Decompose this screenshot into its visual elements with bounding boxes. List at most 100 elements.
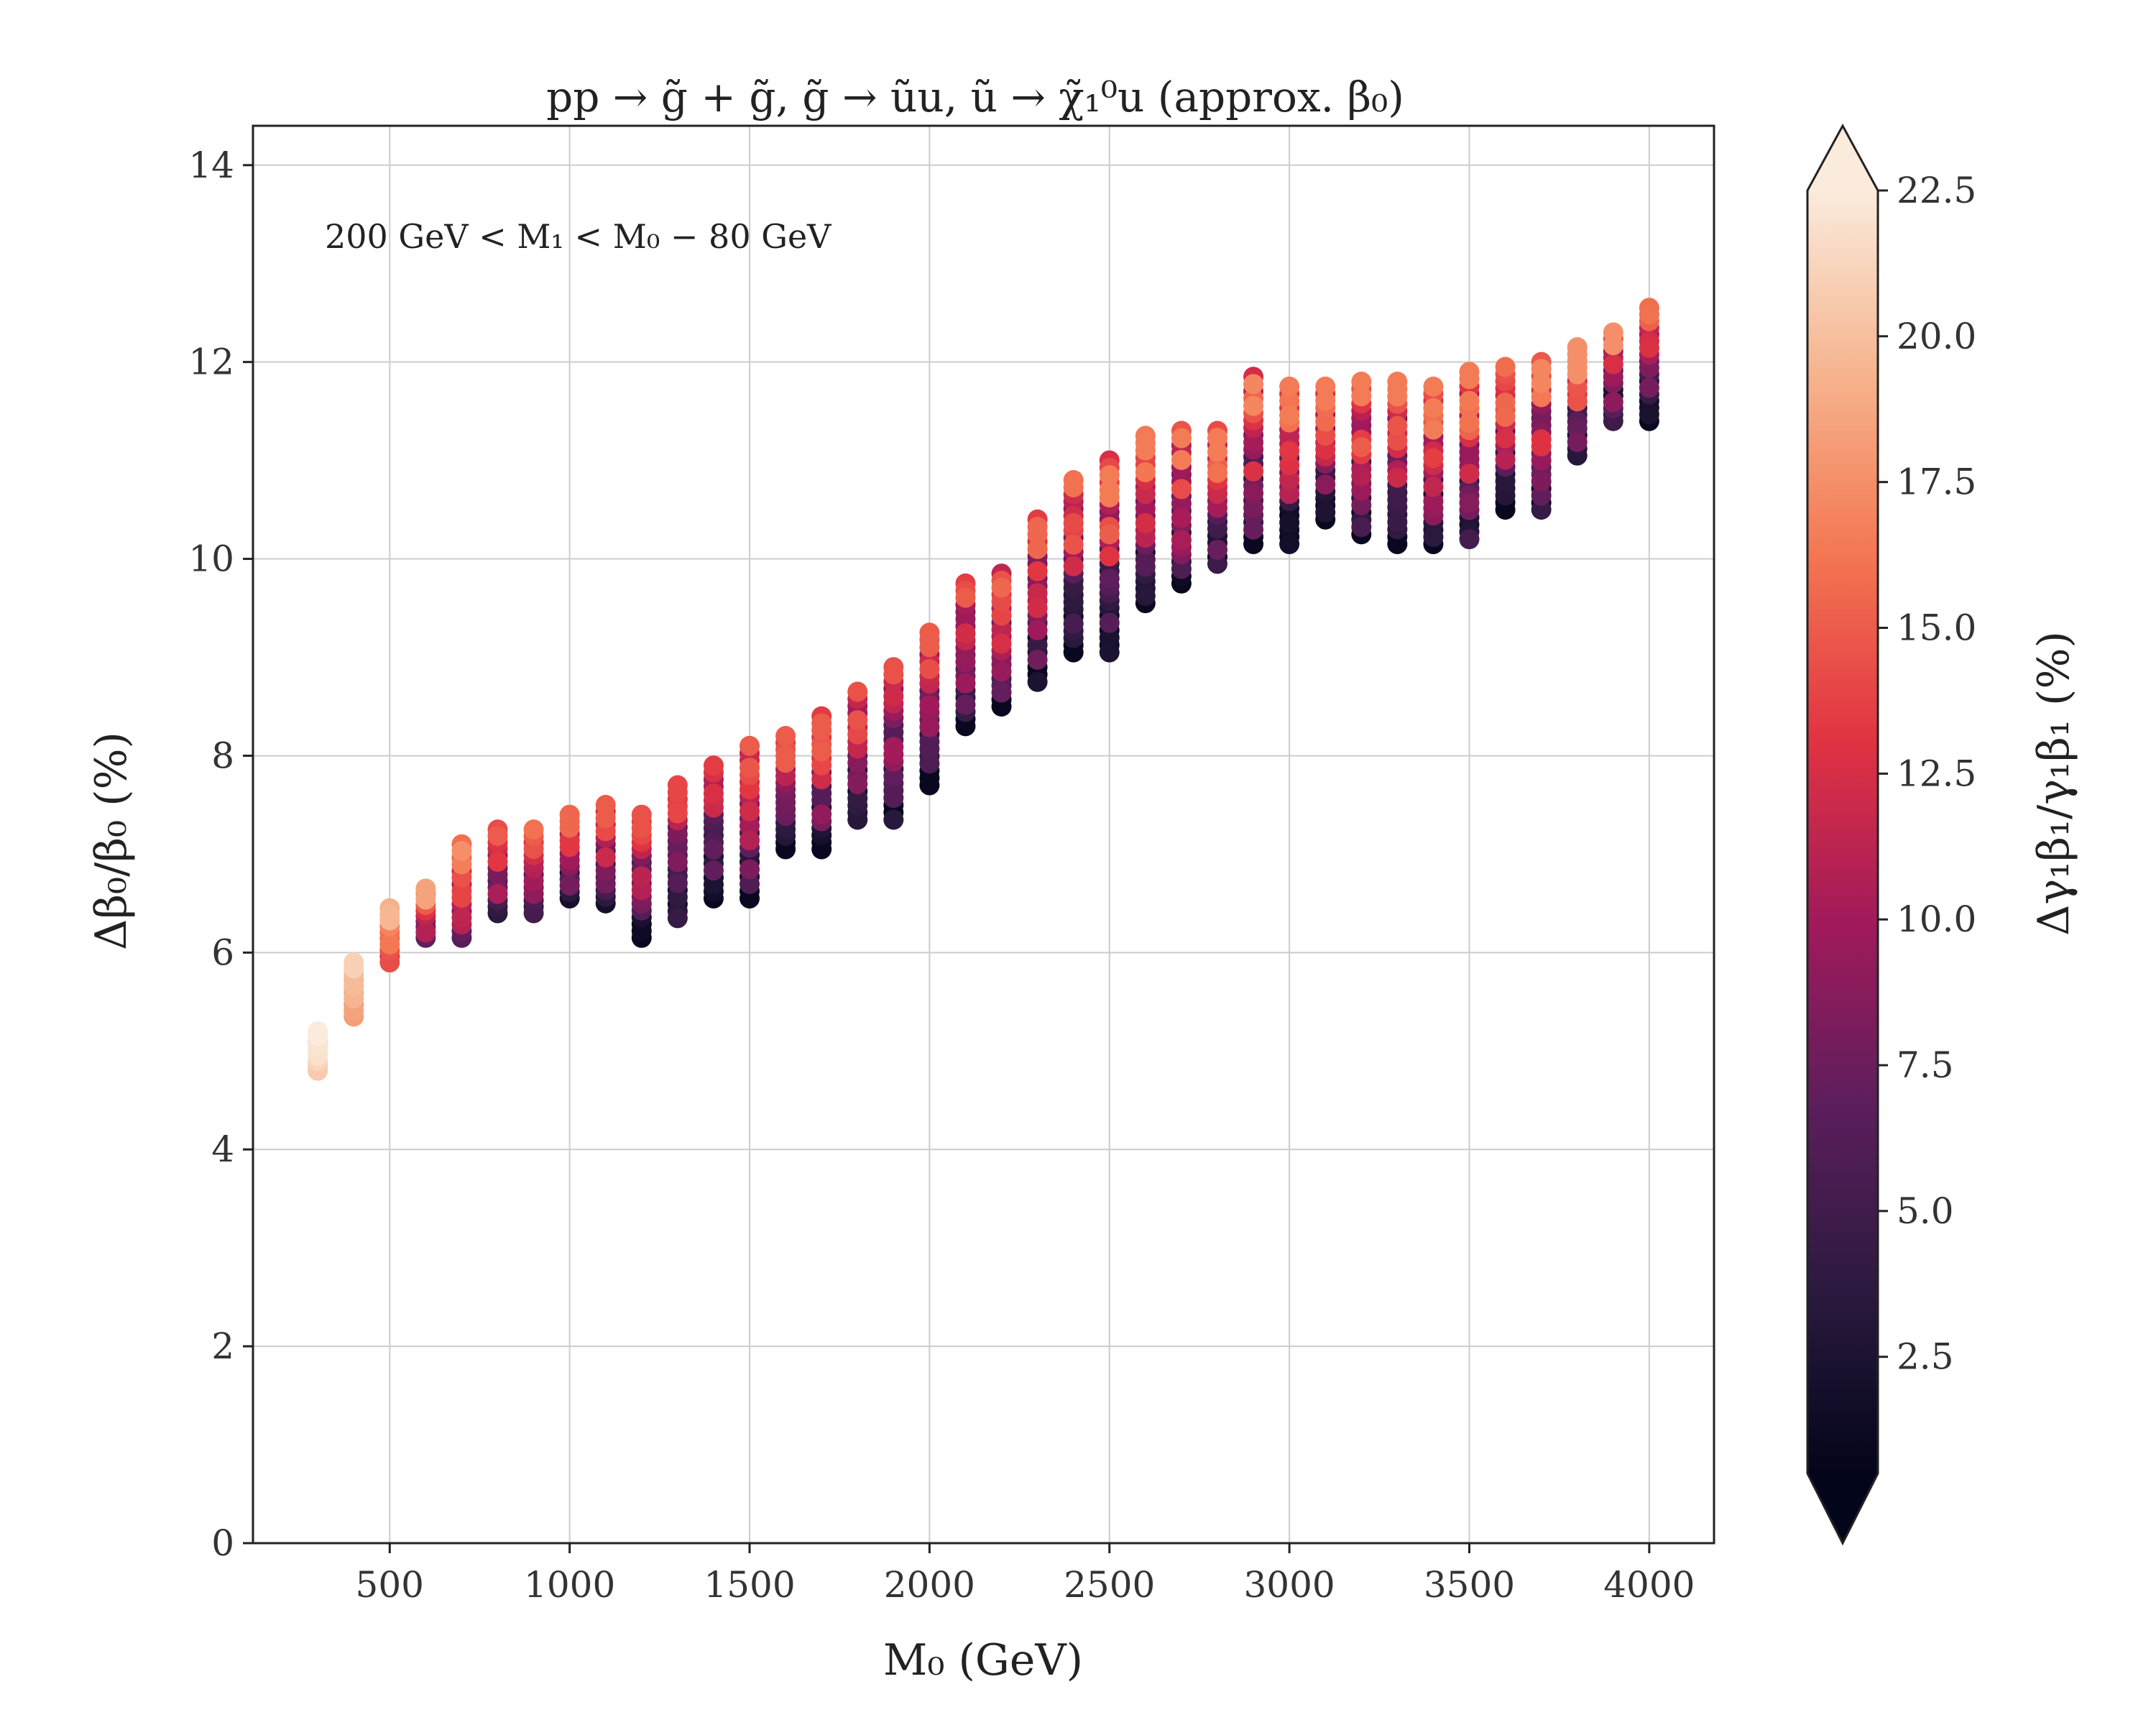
data-point <box>1639 404 1659 425</box>
data-point <box>1459 362 1480 382</box>
data-point <box>1063 534 1084 555</box>
data-point <box>1351 494 1372 515</box>
y-tick-label: 2 <box>211 1325 234 1367</box>
data-point <box>740 815 760 836</box>
data-point <box>883 657 904 678</box>
data-point <box>595 794 616 815</box>
data-point <box>379 934 400 954</box>
data-point <box>1279 512 1300 533</box>
data-point <box>1423 448 1444 469</box>
data-point <box>847 681 868 702</box>
data-point <box>1279 455 1300 476</box>
y-tick-label: 4 <box>211 1128 234 1170</box>
data-point <box>1063 556 1084 576</box>
data-point <box>1207 462 1227 483</box>
data-point <box>1567 337 1588 358</box>
data-point <box>451 888 472 908</box>
data-point <box>1135 556 1156 577</box>
data-point <box>1387 415 1408 436</box>
data-point <box>1099 627 1120 648</box>
data-point <box>1099 546 1120 567</box>
y-tick-label: 14 <box>188 144 234 186</box>
data-point <box>1279 469 1300 490</box>
data-point <box>1459 529 1480 550</box>
data-point <box>1567 431 1588 452</box>
data-point <box>1531 373 1552 394</box>
data-point <box>703 874 724 895</box>
plot-frame <box>252 124 1715 1545</box>
data-point <box>919 695 940 716</box>
x-tick-label: 1500 <box>704 1564 795 1606</box>
data-point <box>1531 471 1552 492</box>
x-axis-ticks: 500 1000 1500 2000 2500 3000 3500 4000 <box>356 1543 1695 1606</box>
data-point <box>1531 436 1552 457</box>
data-point <box>703 783 724 804</box>
data-point <box>919 731 940 752</box>
y-axis-ticks: 0 2 4 6 8 10 12 14 <box>188 144 253 1564</box>
data-point <box>955 587 976 608</box>
data-point <box>1135 484 1156 505</box>
x-tick-label: 2000 <box>884 1564 975 1606</box>
data-point <box>1531 500 1552 520</box>
data-point <box>487 826 508 847</box>
data-point <box>1027 620 1048 640</box>
data-point <box>1135 498 1156 519</box>
data-point <box>703 860 724 881</box>
data-point <box>1207 553 1227 574</box>
data-point <box>1459 464 1480 484</box>
data-point <box>667 908 688 929</box>
data-point <box>1135 433 1156 454</box>
data-point <box>740 873 760 894</box>
data-point <box>1027 517 1048 538</box>
colorbar: 2.5 5.0 7.5 10.0 12.5 15.0 17.5 20.0 22.5 <box>1806 123 1976 1546</box>
data-point <box>1243 519 1264 540</box>
data-point <box>955 652 976 673</box>
data-point <box>955 673 976 694</box>
data-point <box>1207 441 1227 462</box>
data-point <box>1495 356 1516 377</box>
data-point <box>883 686 904 707</box>
data-point <box>1135 512 1156 533</box>
data-point <box>1351 517 1372 538</box>
data-point <box>1063 512 1084 533</box>
data-point <box>1099 479 1120 500</box>
colorbar-label: Δγ₁β₁/γ₁β₁ (%) <box>2029 631 2079 936</box>
data-point <box>740 735 760 756</box>
y-tick-label: 0 <box>211 1522 234 1564</box>
x-axis-label: M₀ (GeV) <box>883 1635 1083 1685</box>
data-point <box>847 809 868 830</box>
range-annotation: 200 GeV < M₁ < M₀ − 80 GeV <box>325 217 831 256</box>
data-point <box>1171 428 1192 448</box>
data-point <box>487 883 508 904</box>
data-point <box>740 779 760 800</box>
data-point <box>1603 322 1623 343</box>
data-point <box>595 847 616 868</box>
data-point <box>667 775 688 796</box>
data-point <box>919 753 940 774</box>
data-point <box>1423 491 1444 512</box>
x-tick-label: 2500 <box>1064 1564 1155 1606</box>
data-point <box>1207 428 1227 448</box>
data-point <box>379 904 400 925</box>
data-point <box>1531 485 1552 506</box>
data-point <box>1279 441 1300 461</box>
data-point <box>415 922 436 943</box>
data-point <box>415 878 436 899</box>
data-point <box>1279 426 1300 447</box>
data-point <box>847 788 868 809</box>
data-point <box>1135 586 1156 607</box>
data-point <box>1027 583 1048 604</box>
data-point <box>1495 428 1516 448</box>
data-point <box>1351 480 1372 501</box>
data-point <box>1243 483 1264 504</box>
data-point <box>1531 359 1552 380</box>
data-point <box>1459 413 1480 433</box>
data-point <box>847 753 868 773</box>
data-point <box>991 592 1012 612</box>
data-point <box>1279 534 1300 555</box>
data-point <box>1243 497 1264 518</box>
data-point <box>955 623 976 644</box>
data-point <box>1639 377 1659 398</box>
data-point <box>1099 568 1120 589</box>
colorbar-outline <box>1806 123 1879 1546</box>
